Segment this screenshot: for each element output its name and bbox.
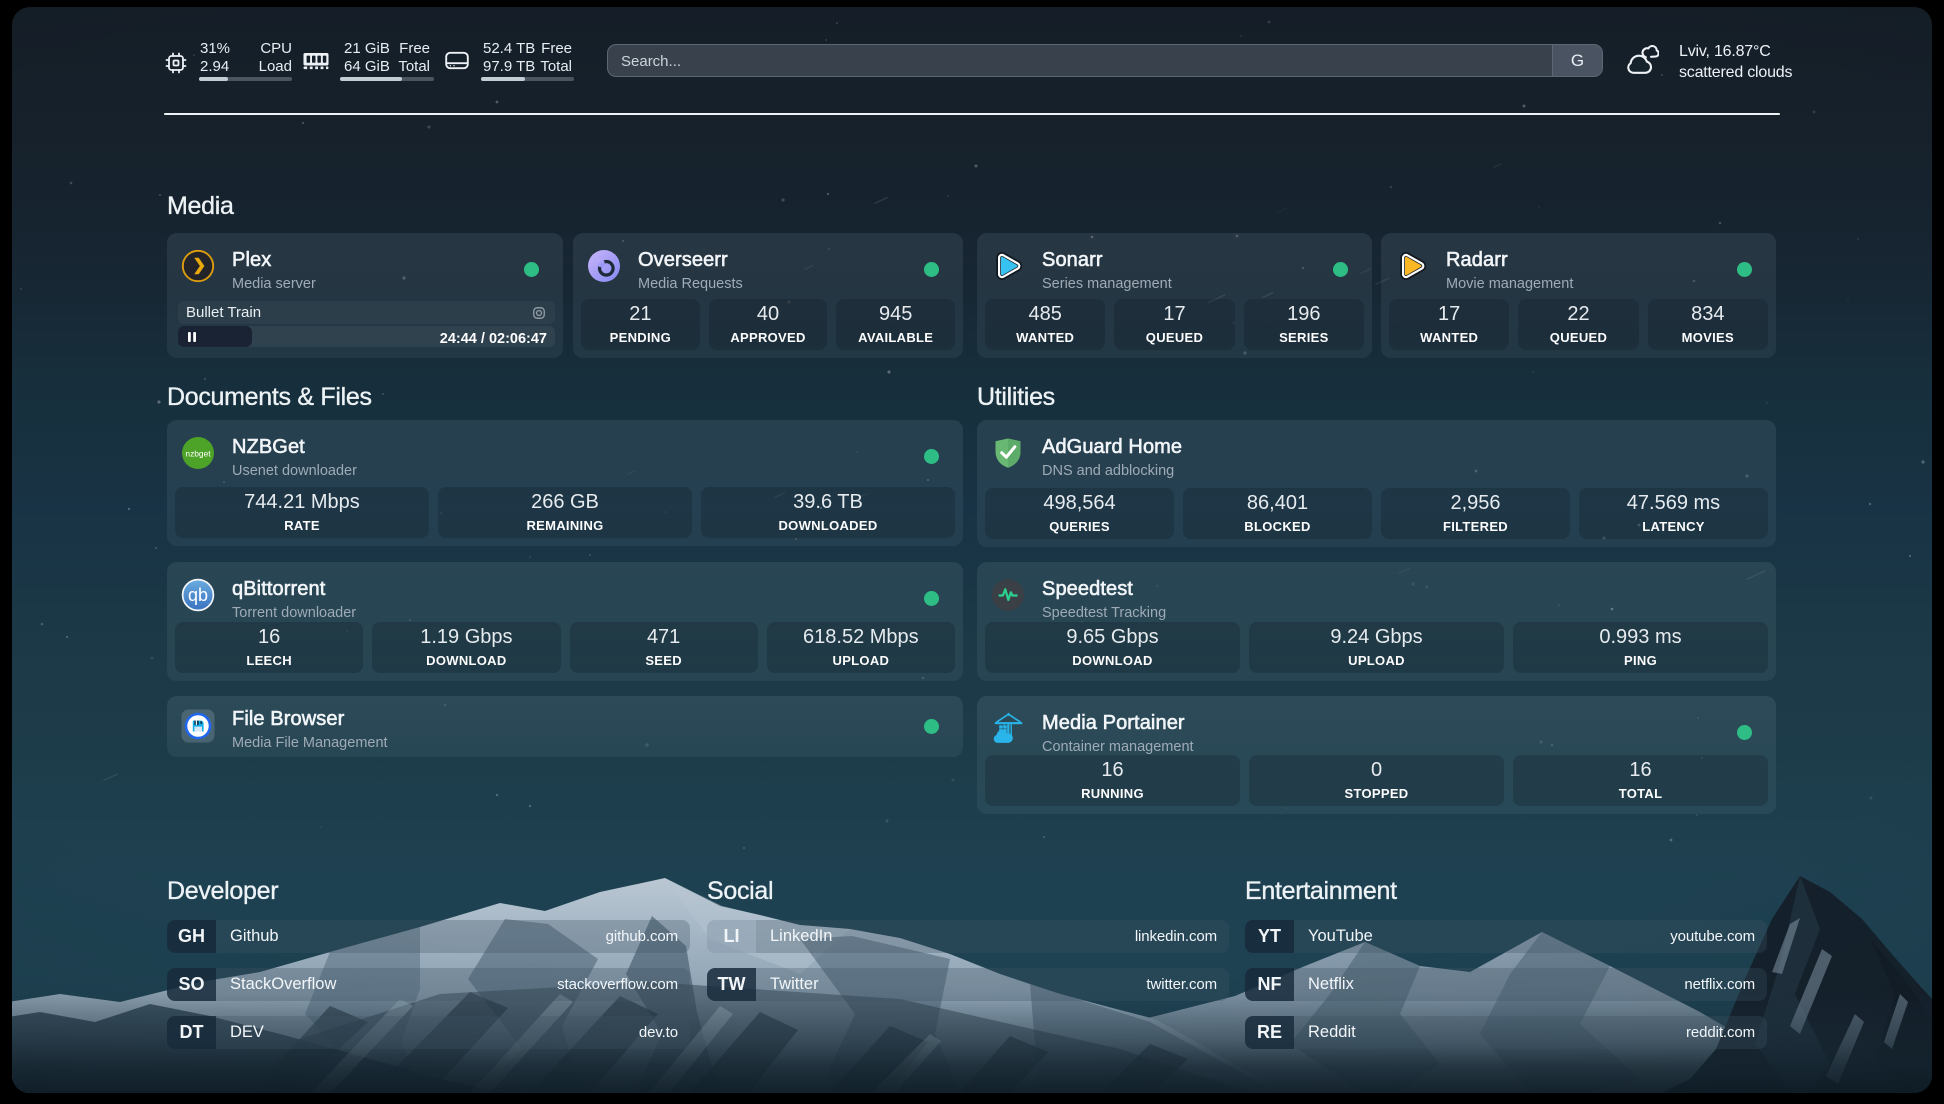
svg-text:qb: qb xyxy=(188,585,208,605)
svg-text:nzbget: nzbget xyxy=(185,448,211,458)
